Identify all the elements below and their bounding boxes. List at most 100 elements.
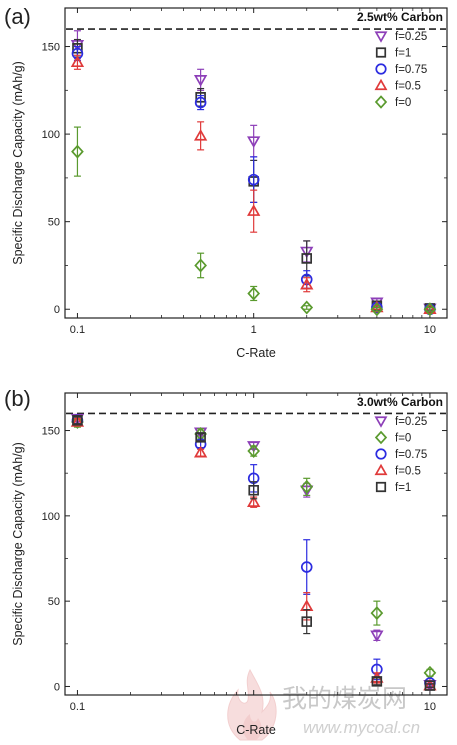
data-point-f-0-10 — [423, 302, 437, 317]
data-point-f-0-5-10 — [423, 302, 437, 314]
data-point-f-1-5 — [371, 676, 383, 687]
data-point-f-0-1 — [247, 444, 261, 458]
legend-marker-f-0-25 — [374, 416, 388, 428]
flame-logo-icon — [227, 668, 277, 741]
data-point-f-1-2 — [301, 253, 313, 264]
panel-b-y-axis-title: Specific Discharge Capacity (mAh/g) — [11, 442, 25, 646]
legend-item-f-0-75: f=0.75 — [375, 63, 427, 76]
legend-item-f-0: f=0 — [374, 95, 411, 109]
panel-b-frame — [64, 392, 448, 696]
series-f-0 — [71, 415, 437, 680]
legend-label-f-0: f=0 — [395, 433, 411, 445]
x-tick-label-10: 10 — [424, 701, 436, 713]
data-point-f-0-25-1 — [247, 136, 261, 149]
watermark-url: www.mycoal.cn — [303, 718, 420, 737]
y-tick-label-0: 0 — [54, 304, 60, 316]
legend-marker-f-0-5 — [374, 463, 388, 476]
legend-marker-f-1 — [375, 47, 387, 58]
data-point-f-0-5-0-5 — [193, 128, 208, 141]
data-point-f-0-0-1 — [71, 415, 84, 429]
panel-b-data-marks — [70, 413, 437, 692]
data-point-f-0-0-1 — [71, 144, 84, 159]
y-tick-label-50: 50 — [48, 217, 60, 229]
legend-marker-f-0-75 — [375, 63, 387, 75]
panel-a-legend: f=0.25 f=1 f=0.75 f=0.5 f=0 — [374, 31, 427, 109]
y-tick-label-0: 0 — [54, 681, 60, 693]
panel-b-carbon-note: 3.0wt% Carbon — [357, 395, 443, 409]
legend-label-f-0: f=0 — [395, 97, 411, 109]
legend-marker-f-0 — [374, 430, 388, 445]
panel-a-x-axis-title: C-Rate — [236, 346, 276, 360]
data-point-f-0-75-2 — [300, 561, 313, 573]
watermark: 我的煤炭网 www.mycoal.cn — [227, 668, 420, 741]
panel-b-x-axis: 0.1 10 — [70, 393, 436, 713]
watermark-cn: 我的煤炭网 — [282, 684, 407, 713]
legend-item-f-0-75: f=0.75 — [375, 448, 427, 461]
panel-b-letter: (b) — [4, 386, 31, 411]
data-point-f-0-5-1 — [247, 204, 261, 216]
x-tick-label-10: 10 — [424, 324, 436, 336]
panel-a-x-axis: 0.1 1 10 — [70, 8, 436, 336]
data-point-f-1-1 — [248, 484, 259, 496]
legend-label-f-0-75: f=0.75 — [395, 449, 427, 461]
series-f-0-75 — [71, 45, 436, 316]
panel-a-y-axis-title: Specific Discharge Capacity (mAh/g) — [11, 61, 25, 265]
y-tick-label-150: 150 — [42, 42, 60, 54]
legend-label-f-0-5: f=0.5 — [395, 81, 421, 93]
legend-marker-f-0-5 — [374, 78, 388, 91]
x-tick-label-0-1: 0.1 — [70, 324, 85, 336]
panel-b-y-axis: 0 50 100 150 — [42, 426, 447, 693]
legend-item-f-0: f=0 — [374, 430, 411, 445]
legend-item-f-0-25: f=0.25 — [374, 31, 427, 43]
legend-label-f-1: f=1 — [395, 482, 411, 494]
legend-item-f-1: f=1 — [375, 47, 411, 60]
data-point-f-0-5-1 — [247, 495, 261, 507]
data-point-f-1-0-1 — [72, 415, 83, 426]
data-point-f-0-5 — [370, 302, 384, 317]
data-point-f-0-25-5 — [370, 630, 384, 643]
y-tick-label-50: 50 — [48, 596, 60, 608]
panel-a-frame — [64, 7, 448, 319]
data-point-f-0-25-0-5 — [193, 75, 208, 87]
panel-b-legend: f=0.25 f=0 f=0.75 f=0.5 f=1 — [374, 416, 427, 494]
panel-b-x-axis-title: C-Rate — [236, 723, 276, 737]
data-point-f-0-75-0-5 — [194, 96, 207, 109]
legend-marker-f-1 — [375, 481, 387, 493]
panel-a-y-axis: 0 50 100 150 — [42, 42, 447, 316]
panel-a-letter: (a) — [4, 4, 31, 29]
legend-item-f-0-5: f=0.5 — [374, 78, 421, 93]
legend-label-f-0-25: f=0.25 — [395, 416, 427, 428]
panel-b: (b) 3.0wt% Carbon 0 50 100 150 0.1 10 f=0.25… — [4, 386, 448, 737]
legend-item-f-0-5: f=0.5 — [374, 463, 421, 478]
data-point-f-0-2 — [300, 300, 314, 315]
data-point-f-0-2 — [300, 479, 314, 494]
legend-marker-f-0 — [374, 95, 388, 109]
series-f-0 — [71, 126, 437, 317]
data-point-f-0-5 — [370, 606, 384, 621]
data-point-f-0-5-2 — [300, 277, 314, 290]
legend-marker-f-0-25 — [374, 31, 388, 43]
data-point-f-0-25-1 — [247, 441, 261, 453]
data-point-f-0-75-1 — [247, 173, 260, 186]
legend-label-f-0-25: f=0.25 — [395, 31, 427, 43]
series-f-1 — [72, 415, 436, 691]
legend-item-f-0-25: f=0.25 — [374, 416, 427, 428]
panel-a-carbon-note: 2.5wt% Carbon — [357, 10, 443, 24]
y-tick-label-100: 100 — [42, 129, 60, 141]
y-tick-label-100: 100 — [42, 511, 60, 523]
data-point-f-1-10 — [424, 680, 436, 691]
y-tick-label-150: 150 — [42, 426, 60, 438]
data-point-f-0-0-5 — [194, 258, 207, 273]
legend-marker-f-0-75 — [375, 448, 387, 460]
legend-item-f-1: f=1 — [375, 481, 411, 494]
legend-label-f-1: f=1 — [395, 48, 411, 60]
data-point-f-1-0-5 — [195, 432, 206, 443]
data-point-f-0-5-0-1 — [70, 415, 85, 427]
panel-a: (a) 2.5wt% Carbon 0 50 100 150 0.1 1 10 f=0.2… — [4, 4, 448, 360]
data-point-f-1-2 — [301, 616, 313, 627]
data-point-f-0-5-0-5 — [193, 445, 208, 458]
x-tick-label-1: 1 — [251, 324, 257, 336]
legend-label-f-0-75: f=0.75 — [395, 64, 427, 76]
data-point-f-0-1 — [247, 286, 261, 301]
